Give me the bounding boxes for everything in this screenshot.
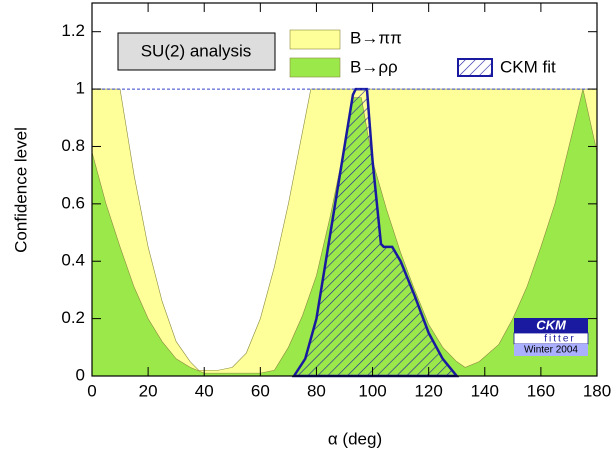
annotation: SU(2) analysis — [141, 41, 252, 60]
x-tick-label: 100 — [358, 381, 386, 400]
x-tick-label: 0 — [87, 381, 96, 400]
x-tick-label: 180 — [583, 381, 611, 400]
y-tick-label: 0.2 — [61, 308, 85, 327]
area — [291, 87, 460, 378]
x-tick-label: 120 — [414, 381, 442, 400]
x-tick-label: 60 — [251, 381, 270, 400]
legend-swatch — [457, 58, 493, 77]
y-tick-label: 1.2 — [61, 21, 85, 40]
y-tick-label: 0 — [76, 365, 85, 384]
plot-frame — [91, 2, 598, 377]
x-tick-label: 80 — [307, 381, 326, 400]
legend-swatch — [289, 29, 341, 50]
x-tick-label: 140 — [471, 381, 499, 400]
annotation-box — [117, 32, 276, 71]
logo-edition: Winter 2004 — [524, 345, 578, 356]
legend-label: CKM fit — [500, 57, 556, 76]
legend-label: B→ππ — [350, 28, 402, 47]
y-axis-label: Confidence level — [11, 127, 30, 253]
y-tick-label: 0.8 — [61, 136, 85, 155]
legend-label: B→ρρ — [350, 57, 398, 76]
x-tick-label: 40 — [195, 381, 214, 400]
logo-top — [514, 318, 588, 333]
logo-title: CKM — [536, 317, 567, 332]
y-tick-label: 0.6 — [61, 193, 85, 212]
logo-subtitle: fitter — [544, 334, 575, 345]
x-axis-label: α (deg) — [328, 429, 382, 448]
x-tick-label: 160 — [527, 381, 555, 400]
x-tick-label: 20 — [139, 381, 158, 400]
logo-bottom — [514, 344, 588, 356]
y-tick-label: 1 — [76, 79, 85, 98]
y-tick-label: 0.4 — [61, 251, 85, 270]
legend-swatch — [289, 57, 341, 78]
